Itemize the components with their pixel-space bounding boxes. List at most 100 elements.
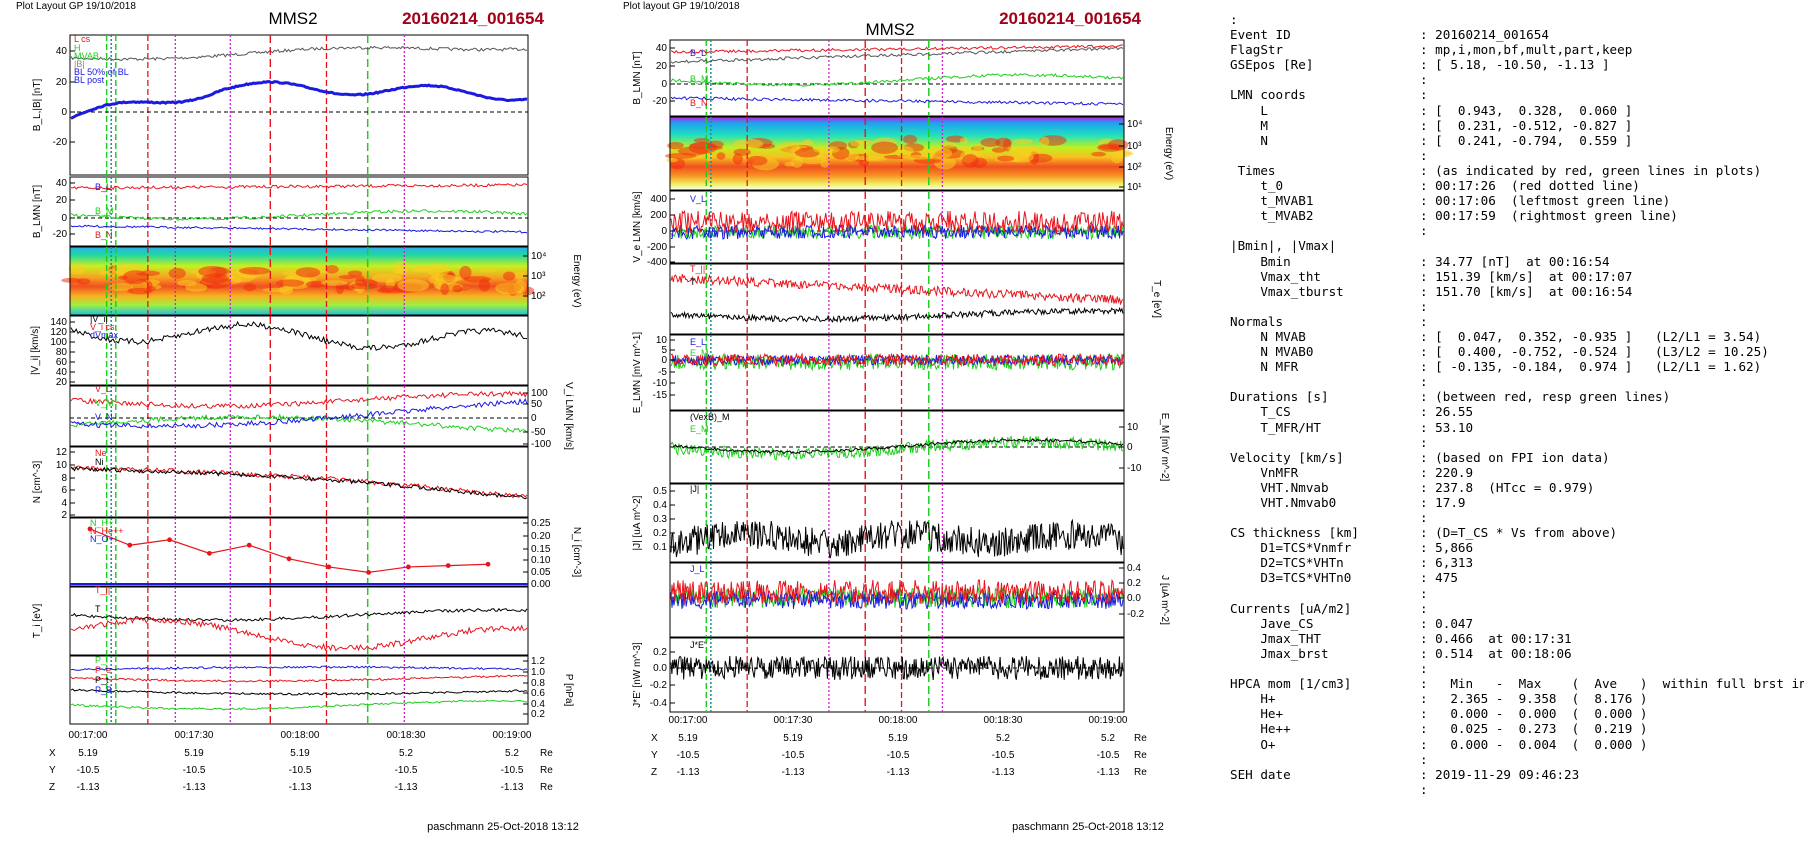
position-value: -1.13 <box>1097 767 1120 778</box>
position-value: 5.2 <box>399 748 413 759</box>
position-value: -10.5 <box>395 765 418 776</box>
position-value: 5.19 <box>78 748 98 759</box>
data-trace <box>70 320 528 351</box>
summary-row: Bmin: 34.77 [nT] at 00:16:54 <box>1230 254 1800 269</box>
summary-value: : 00:17:26 (red dotted line) <box>1420 178 1640 194</box>
summary-value: : Min - Max ( Ave ) within full brst int <box>1420 676 1804 692</box>
summary-value: : 00:17:06 (leftmost green line) <box>1420 193 1671 209</box>
spectrogram-patch <box>707 140 724 149</box>
tick-label: 40 <box>656 43 668 54</box>
summary-row: : <box>1230 374 1800 389</box>
tick-label: -10 <box>653 378 668 389</box>
spectrogram-patch <box>1099 144 1121 150</box>
spectrogram-patch <box>790 157 803 168</box>
summary-value: : <box>1420 72 1428 88</box>
panel-4: T_e [eV] T_|| T <box>669 263 1162 335</box>
spectrogram-patch <box>666 157 678 163</box>
panel-8: 0.4 0.2 0.0 -0.2 J [uA m^-2] J_L <box>669 562 1170 638</box>
tick-label: -20 <box>653 96 668 107</box>
spectrogram-patch <box>1039 136 1050 147</box>
data-trace <box>70 224 528 234</box>
tick-label: 0 <box>61 107 67 118</box>
tick-label: -10 <box>1127 463 1142 474</box>
summary-row: Jmax_brst: 0.514 at 00:18:06 <box>1230 646 1800 661</box>
summary-key: Bmin <box>1230 253 1291 269</box>
summary-row: |Bmin|, |Vmax| <box>1230 238 1800 253</box>
series-label: Ne <box>95 448 107 458</box>
summary-value: : 237.8 (HTcc = 0.979) <box>1420 479 1595 495</box>
position-value: -1.13 <box>501 782 524 793</box>
spectrogram-patch <box>1012 138 1034 144</box>
summary-value: : <box>1420 585 1428 601</box>
tick-label: 10⁴ <box>531 251 546 262</box>
position-value: -10.5 <box>992 750 1015 761</box>
spectrogram-patch <box>127 287 153 295</box>
spectrogram-patch <box>198 265 227 278</box>
tick-label: 0 <box>661 226 667 237</box>
y-axis-label: V_e LMN [km/s] <box>632 191 643 262</box>
y-axis-label: E_LMN [mV m^-1] <box>632 332 643 414</box>
data-trace <box>70 80 528 120</box>
tick-label: 0.6 <box>531 688 545 699</box>
panel-frame <box>69 34 529 176</box>
tick-label: 10³ <box>531 271 546 282</box>
summary-value: : 0.025 - 0.273 ( 0.219 ) <box>1420 721 1648 737</box>
summary-row: Normals: <box>1230 314 1800 329</box>
tick-label: 40 <box>56 178 68 189</box>
series-label: J*E' <box>690 640 706 650</box>
summary-row: N MVAB0: [ 0.400, -0.752, -0.524 ] (L3/L… <box>1230 344 1800 359</box>
summary-key: Currents [uA/m2] <box>1230 600 1352 616</box>
position-value: -1.13 <box>77 782 100 793</box>
summary-value: : 220.9 <box>1420 464 1474 480</box>
spectrogram-patch <box>513 270 526 280</box>
data-trace <box>670 306 1124 324</box>
summary-row: : <box>1230 435 1800 450</box>
summary-value: : <box>1420 510 1428 526</box>
tick-label: -15 <box>653 390 668 401</box>
data-trace <box>70 413 528 433</box>
y-axis-label: N_i [cm^-3] <box>571 527 582 577</box>
series-label: J_L <box>690 564 705 574</box>
series-label: P_i <box>95 655 108 665</box>
tick-label: 10 <box>656 335 668 346</box>
summary-row: SEH date: 2019-11-29 09:46:23 <box>1230 767 1800 782</box>
tick-label: -0.4 <box>650 698 668 709</box>
data-trace <box>670 273 1124 306</box>
series-label: B_L <box>95 182 111 192</box>
spectrogram-patch <box>185 283 208 292</box>
tick-label: 20 <box>656 61 668 72</box>
spectrogram-patch <box>732 138 764 150</box>
left-event-title: 20160214_001654 <box>402 9 544 28</box>
spectrogram-patch <box>903 134 918 144</box>
time-tick-label: 00:18:00 <box>281 730 320 741</box>
panel-frame <box>69 655 529 725</box>
series-label: B_N <box>95 230 113 240</box>
time-tick-label: 00:17:00 <box>669 715 708 726</box>
summary-row: : <box>1230 12 1800 27</box>
series-label: V_i cs <box>90 322 115 332</box>
y-axis-label: |V_i| [km/s] <box>30 326 41 375</box>
tick-label: 0 <box>661 355 667 366</box>
position-value: 5.19 <box>888 733 908 744</box>
spectrogram-patch <box>428 274 459 285</box>
panel-3: 10⁴ 10³ 10² Energy (eV) <box>61 246 582 316</box>
position-unit: Re <box>1134 767 1147 778</box>
summary-row: : <box>1230 148 1800 163</box>
plot-text-layer: Plot Layout GP 19/10/2018 Plot layout GP … <box>16 1 1164 833</box>
spectrogram-patch <box>778 142 801 153</box>
spectrogram-patch <box>325 265 339 274</box>
summary-key: L <box>1230 102 1268 118</box>
position-unit: Re <box>540 765 553 776</box>
panel-frame <box>669 483 1125 563</box>
summary-row: L: [ 0.943, 0.328, 0.060 ] <box>1230 103 1800 118</box>
data-trace <box>670 72 1124 87</box>
tick-label: 10¹ <box>1127 182 1142 193</box>
summary-key: Jave_CS <box>1230 615 1314 631</box>
spectrogram-patch <box>716 152 726 160</box>
spectrogram-patch <box>397 279 430 292</box>
summary-value: : 151.39 [km/s] at 00:17:07 <box>1420 268 1633 284</box>
summary-key: FlagStr <box>1230 42 1284 58</box>
series-label: V_L <box>95 384 111 394</box>
summary-row: CS thickness [km]: (D=T_CS * Vs from abo… <box>1230 525 1800 540</box>
